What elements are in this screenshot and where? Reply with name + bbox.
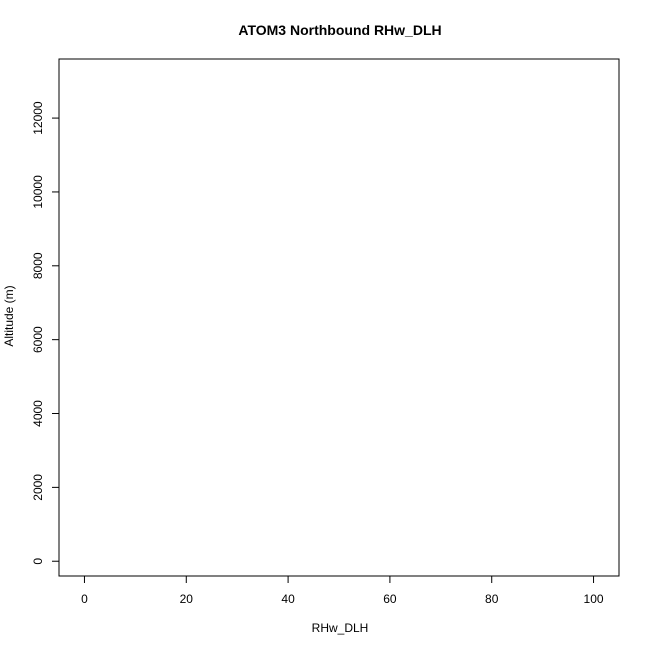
y-axis-label: Altitude (m) — [2, 285, 16, 346]
x-tick-label: 80 — [485, 592, 499, 606]
chart-title: ATOM3 Northbound RHw_DLH — [238, 22, 441, 38]
y-tick-label: 10000 — [31, 175, 45, 209]
x-tick-label: 60 — [383, 592, 397, 606]
y-tick-label: 4000 — [31, 400, 45, 427]
x-axis: 0 20 40 60 80 100 — [81, 575, 604, 606]
x-tick-label: 20 — [180, 592, 194, 606]
x-axis-label: RHw_DLH — [312, 621, 369, 635]
y-tick-label: 8000 — [31, 252, 45, 279]
x-tick-label: 100 — [584, 592, 604, 606]
y-tick-label: 6000 — [31, 326, 45, 353]
y-tick-label: 2000 — [31, 474, 45, 501]
x-tick-label: 0 — [81, 592, 88, 606]
y-tick-label: 12000 — [31, 101, 45, 135]
y-tick-label: 0 — [31, 558, 45, 565]
x-tick-label: 40 — [281, 592, 295, 606]
y-axis: 0 2000 4000 6000 8000 10000 12000 — [31, 101, 60, 565]
